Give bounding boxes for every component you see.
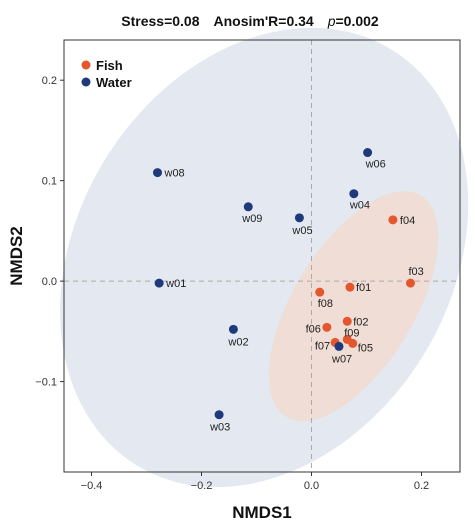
point-f08 bbox=[315, 287, 325, 297]
point-labels: f01 f02 f03 f04 f05 f06 f07 f08 f09 w01 w02 w03 w04 w… bbox=[164, 159, 424, 434]
chart-title: Stress=0.08 Anosim'R=0.34 p=0.002 bbox=[121, 13, 379, 29]
legend: Fish Water bbox=[81, 58, 132, 90]
point-w04 bbox=[349, 189, 359, 199]
point-f03 bbox=[406, 278, 415, 288]
point-w05 bbox=[294, 213, 304, 223]
fish-ellipse bbox=[268, 191, 439, 422]
reference-lines bbox=[64, 40, 460, 472]
point-f06 bbox=[322, 322, 332, 332]
legend-fish-label: Fish bbox=[96, 58, 123, 73]
point-w09 bbox=[243, 202, 253, 212]
data-points bbox=[153, 148, 415, 420]
point-w07 bbox=[334, 341, 344, 351]
label-f03: f03 bbox=[409, 266, 424, 278]
x-tick-label: −0.2 bbox=[191, 480, 213, 492]
title-stress: Stress=0.08 bbox=[121, 13, 199, 29]
legend-water-marker bbox=[81, 77, 91, 87]
label-w06: w06 bbox=[365, 159, 386, 171]
label-f04: f04 bbox=[400, 215, 415, 227]
label-w09: w09 bbox=[241, 213, 262, 225]
point-f09 bbox=[342, 334, 352, 344]
title-p-value: =0.002 bbox=[336, 13, 379, 29]
y-tick-label: −0.1 bbox=[35, 377, 57, 389]
legend-fish-marker bbox=[81, 60, 91, 70]
point-w08 bbox=[153, 168, 162, 178]
y-tick-label: 0.0 bbox=[42, 276, 57, 288]
point-f04 bbox=[388, 215, 398, 225]
label-w02: w02 bbox=[227, 336, 248, 348]
y-tick-label: 0.1 bbox=[42, 176, 57, 188]
point-w02 bbox=[228, 324, 238, 334]
label-f09: f09 bbox=[344, 327, 359, 339]
label-f07: f07 bbox=[315, 340, 330, 352]
label-w05: w05 bbox=[291, 225, 312, 237]
label-w04: w04 bbox=[349, 200, 370, 212]
point-w03 bbox=[214, 410, 224, 420]
title-anosim: Anosim'R=0.34 bbox=[214, 13, 314, 29]
point-w06 bbox=[363, 148, 373, 158]
label-f05: f05 bbox=[358, 342, 373, 354]
y-axis-title: NMDS2 bbox=[7, 226, 26, 286]
plot-frame bbox=[63, 39, 461, 473]
label-w03: w03 bbox=[209, 422, 230, 434]
x-tick-label: −0.4 bbox=[81, 480, 103, 492]
label-f08: f08 bbox=[318, 298, 333, 310]
title-p-symbol: p bbox=[327, 13, 336, 29]
label-f01: f01 bbox=[356, 282, 371, 294]
label-w07: w07 bbox=[331, 353, 352, 365]
label-f06: f06 bbox=[306, 323, 321, 335]
y-tick-label: 0.2 bbox=[42, 75, 57, 87]
point-f02 bbox=[342, 316, 352, 326]
label-w08: w08 bbox=[164, 168, 185, 180]
legend-water-label: Water bbox=[96, 75, 132, 90]
point-w01 bbox=[154, 278, 164, 288]
x-tick-label: 0.0 bbox=[304, 480, 319, 492]
label-f02: f02 bbox=[353, 316, 368, 328]
x-axis-title: NMDS1 bbox=[232, 503, 292, 522]
point-f01 bbox=[345, 282, 355, 292]
label-w01: w01 bbox=[165, 278, 186, 290]
axis-ticks: −0.4 −0.2 0.0 0.2 −0.1 0.0 0.1 0.2 bbox=[35, 75, 429, 492]
x-tick-label: 0.2 bbox=[414, 480, 429, 492]
